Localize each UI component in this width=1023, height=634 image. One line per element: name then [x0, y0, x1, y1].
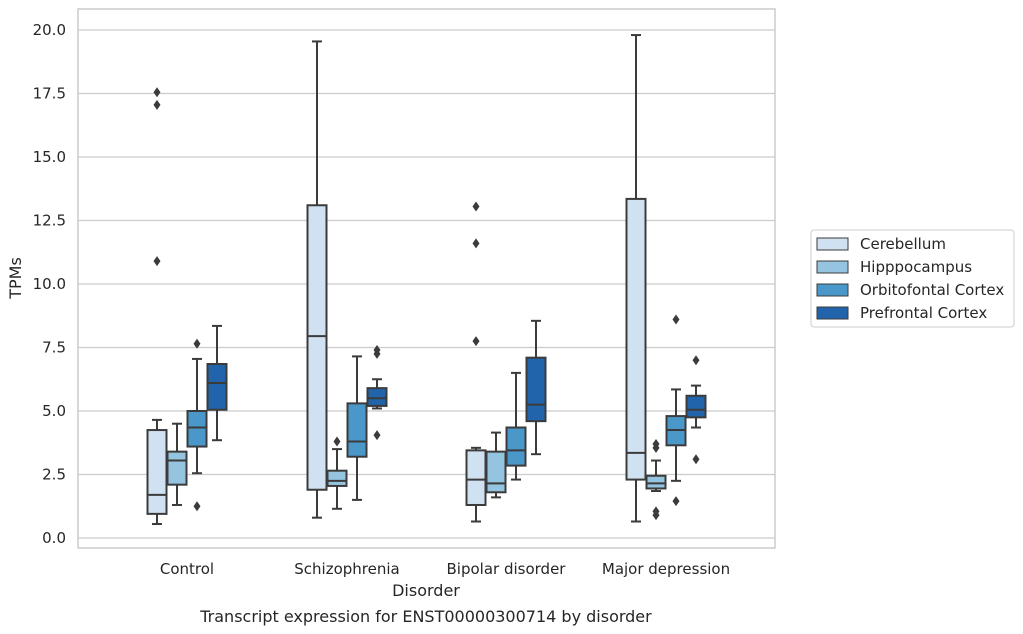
x-tick-label: Major depression [602, 560, 730, 578]
outlier-point [193, 501, 201, 512]
box-prefrontal-cortex-1 [366, 345, 388, 441]
x-tick-label: Control [160, 560, 214, 578]
grid-lines [78, 29, 775, 539]
box-hipppocampus-2 [485, 431, 507, 499]
box-iqr [525, 356, 547, 423]
outlier-point [153, 87, 161, 98]
box-iqr [645, 474, 667, 490]
box-iqr [326, 469, 348, 487]
x-tick-labels: Control Schizophrenia Bipolar disorder Majo… [160, 560, 730, 578]
outlier-point [373, 345, 381, 356]
box-iqr [186, 410, 208, 448]
plot-area [77, 8, 776, 549]
y-tick-label: 12.5 [33, 212, 66, 230]
legend-swatch [816, 306, 849, 320]
box-hipppocampus-1 [326, 436, 348, 510]
y-tick-labels: 0.0 2.5 5.0 7.5 10.0 12.5 15.0 17.5 20.0 [33, 21, 66, 547]
box-iqr [625, 197, 647, 481]
chart-caption: Transcript expression for ENST0000030071… [199, 607, 652, 626]
y-tick-label: 7.5 [42, 339, 66, 357]
outlier-point [692, 454, 700, 465]
y-tick-label: 10.0 [33, 275, 66, 293]
y-tick-label: 15.0 [33, 148, 66, 166]
box-prefrontal-cortex-3 [685, 355, 707, 465]
outlier-point [672, 314, 680, 325]
outlier-point [153, 256, 161, 267]
outlier-point [333, 436, 341, 447]
box-orbitofontal-cortex-3 [665, 314, 687, 507]
outlier-point [193, 338, 201, 349]
y-tick-label: 5.0 [42, 402, 66, 420]
outlier-point [472, 238, 480, 249]
box-orbitofontal-cortex-0 [186, 338, 208, 512]
outlier-point [652, 506, 660, 517]
legend: Cerebellum Hipppocampus Orbitofontal Corte… [810, 229, 1015, 328]
y-tick-label: 17.5 [33, 85, 66, 103]
outlier-point [153, 99, 161, 110]
legend-swatch [816, 260, 849, 274]
box-iqr [505, 426, 527, 467]
outlier-point [652, 439, 660, 450]
outlier-point [472, 201, 480, 212]
box-hipppocampus-3 [645, 439, 667, 521]
x-tick-label: Bipolar disorder [447, 560, 567, 578]
box-prefrontal-cortex-2 [525, 319, 547, 456]
x-axis-title: Disorder [392, 581, 460, 600]
box-cerebellum-2 [465, 201, 487, 523]
outlier-point [692, 355, 700, 366]
legend-label: Hipppocampus [860, 258, 972, 276]
y-tick-label: 2.5 [42, 466, 66, 484]
legend-label: Prefrontal Cortex [860, 304, 987, 322]
box-orbitofontal-cortex-1 [346, 355, 368, 501]
y-tick-label: 20.0 [33, 21, 66, 39]
outlier-point [672, 496, 680, 507]
box-prefrontal-cortex-0 [206, 324, 228, 442]
y-axis-title: TPMs [6, 257, 25, 300]
legend-label: Cerebellum [860, 235, 946, 253]
outlier-point [373, 430, 381, 441]
box-iqr [206, 363, 228, 411]
box-iqr [366, 387, 388, 407]
box-cerebellum-3 [625, 34, 647, 523]
box-iqr [685, 394, 707, 419]
box-cerebellum-0 [146, 87, 168, 526]
x-tick-label: Schizophrenia [294, 560, 399, 578]
box-iqr [146, 429, 168, 515]
box-iqr [306, 204, 328, 491]
box-hipppocampus-0 [166, 422, 188, 506]
legend-swatch [816, 283, 849, 297]
legend-frame [810, 229, 1015, 328]
legend-label: Orbitofontal Cortex [860, 281, 1004, 299]
box-orbitofontal-cortex-2 [505, 371, 527, 481]
box-iqr [465, 449, 487, 506]
box-iqr [485, 450, 507, 494]
box-series [146, 34, 707, 526]
outlier-point [472, 336, 480, 347]
box-iqr [346, 402, 368, 458]
box-iqr [166, 450, 188, 486]
legend-swatch [816, 237, 849, 251]
y-tick-label: 0.0 [42, 529, 66, 547]
box-cerebellum-1 [306, 40, 328, 519]
